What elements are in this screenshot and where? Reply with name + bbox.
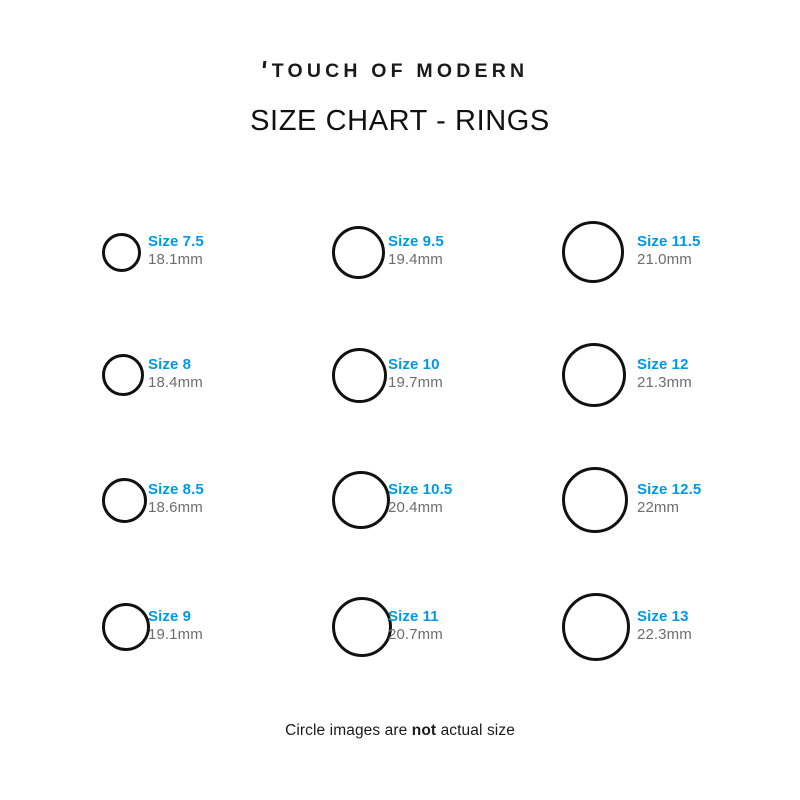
- page-title: SIZE CHART - RINGS: [250, 105, 550, 137]
- size-label: Size 9.5: [388, 233, 444, 250]
- apostrophe-tick-icon: [262, 61, 266, 68]
- size-cell-text: Size 10 19.7mm: [388, 356, 443, 393]
- brand-logo: TOUCH OF MODERN: [262, 60, 529, 82]
- size-diameter-value: 20.7mm: [388, 626, 443, 644]
- size-cell-text: Size 12.5 22mm: [637, 481, 701, 518]
- size-cell-text: Size 11 20.7mm: [388, 608, 443, 645]
- brand-logo-text: TOUCH OF MODERN: [271, 60, 529, 82]
- size-label: Size 10.5: [388, 481, 453, 498]
- size-diameter-value: 18.6mm: [148, 499, 203, 517]
- footer-note-emphasis: not: [411, 722, 437, 739]
- size-cell-text: Size 10.5 20.4mm: [388, 481, 452, 518]
- size-diameter-value: 18.4mm: [148, 374, 203, 392]
- size-diameter-value: 21.0mm: [637, 251, 692, 269]
- size-diameter-value: 19.4mm: [388, 251, 443, 269]
- size-label: Size 12: [637, 356, 689, 373]
- size-diameter-value: 21.3mm: [637, 374, 692, 392]
- ring-circle-icon: [562, 467, 628, 533]
- size-cell-text: Size 13 22.3mm: [637, 608, 692, 645]
- size-label: Size 11.5: [637, 233, 701, 250]
- ring-circle-icon: [562, 221, 624, 283]
- size-label: Size 12.5: [637, 481, 702, 498]
- ring-circle-icon: [102, 603, 150, 651]
- size-diameter-value: 18.1mm: [148, 251, 203, 269]
- ring-circle-icon: [102, 477, 147, 523]
- footer-note: Circle images are not actual size: [0, 722, 800, 740]
- size-label: Size 8.5: [148, 481, 204, 498]
- size-cell-text: Size 9.5 19.4mm: [388, 233, 444, 270]
- size-cell-text: Size 12 21.3mm: [637, 356, 692, 393]
- page-header: TOUCH OF MODERN SIZE CHART - RINGS: [0, 60, 800, 137]
- size-label: Size 9: [148, 608, 192, 625]
- size-cell-text: Size 11.5 21.0mm: [637, 233, 700, 270]
- size-diameter-value: 19.7mm: [388, 374, 443, 392]
- ring-circle-icon: [332, 225, 385, 279]
- ring-circle-icon: [102, 232, 141, 272]
- size-grid: Size 7.5 18.1mm Size 9.5 19.4mm Size 11.5 21.…: [0, 205, 800, 675]
- ring-circle-icon: [332, 347, 387, 403]
- size-label: Size 7.5: [148, 233, 204, 250]
- size-label: Size 11: [388, 608, 439, 625]
- size-diameter-value: 20.4mm: [388, 499, 443, 517]
- size-diameter-value: 19.1mm: [148, 626, 203, 644]
- ring-circle-icon: [332, 471, 390, 529]
- size-label: Size 13: [637, 608, 689, 625]
- size-diameter-value: 22mm: [637, 499, 680, 517]
- size-cell-text: Size 8.5 18.6mm: [148, 481, 204, 518]
- size-cell-text: Size 7.5 18.1mm: [148, 233, 204, 270]
- size-cell-text: Size 9 19.1mm: [148, 608, 203, 645]
- footer-note-suffix: actual size: [436, 722, 515, 739]
- footer-note-prefix: Circle images are: [285, 722, 412, 739]
- size-label: Size 10: [388, 356, 440, 373]
- ring-circle-icon: [562, 343, 626, 407]
- size-diameter-value: 22.3mm: [637, 626, 692, 644]
- size-label: Size 8: [148, 356, 192, 373]
- size-cell-text: Size 8 18.4mm: [148, 356, 203, 393]
- ring-circle-icon: [102, 354, 144, 396]
- ring-circle-icon: [562, 593, 630, 661]
- ring-circle-icon: [332, 597, 392, 657]
